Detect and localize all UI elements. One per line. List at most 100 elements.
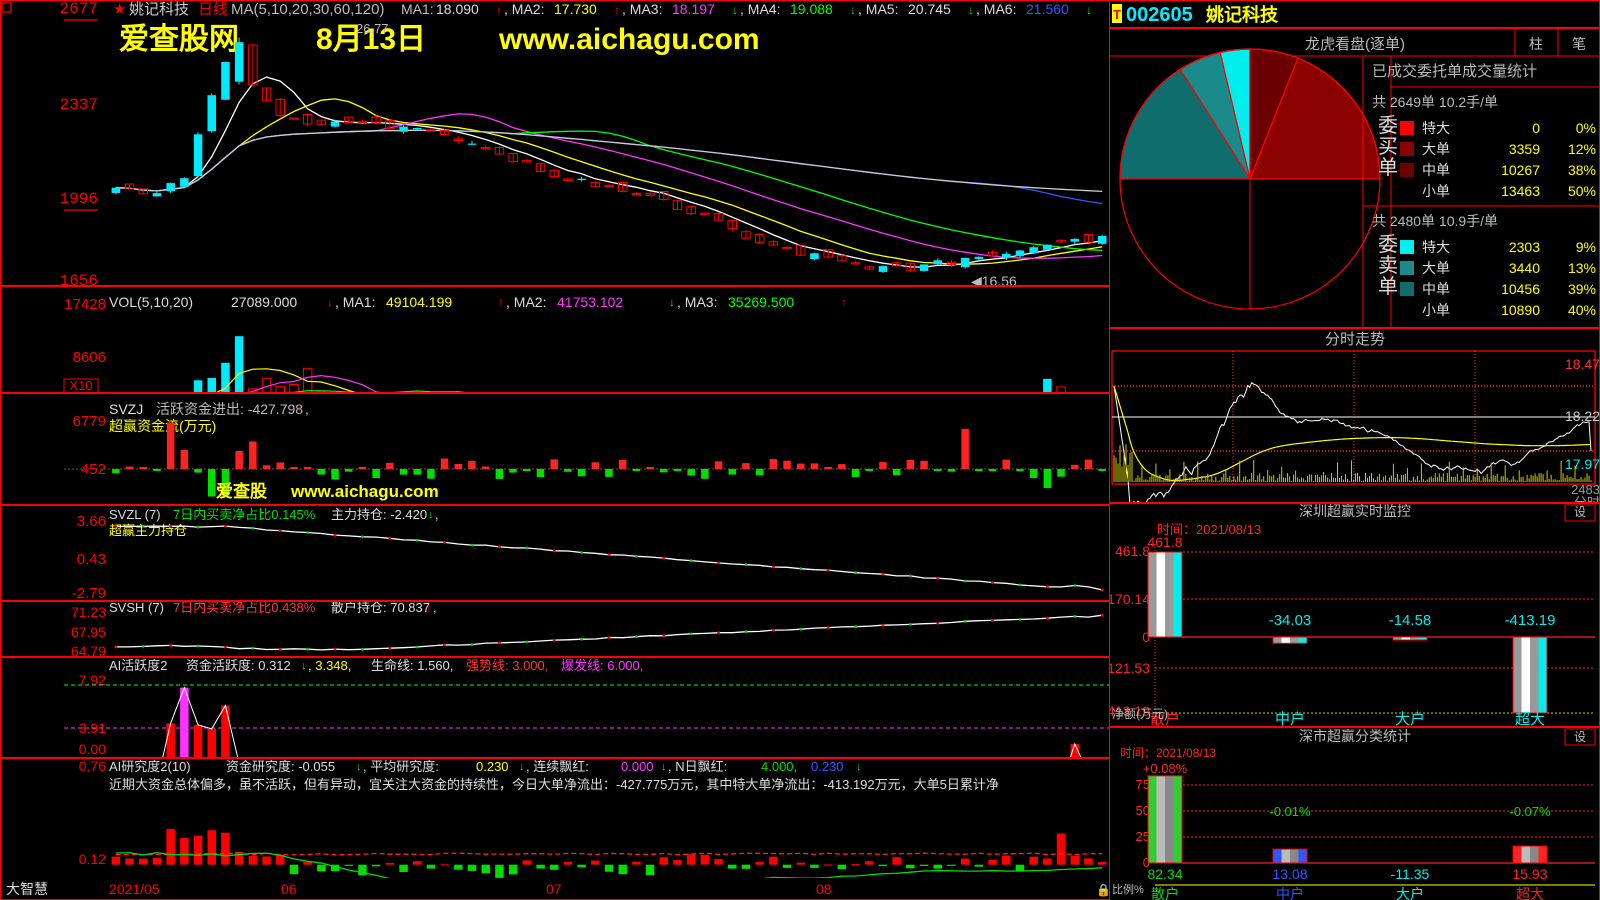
svg-text:委: 委	[1378, 233, 1398, 256]
svg-text:深圳超赢实时监控: 深圳超赢实时监控	[1299, 504, 1411, 519]
svg-text:卖: 卖	[1378, 254, 1398, 277]
svg-text:0.76: 0.76	[79, 759, 106, 774]
svg-text:67.95: 67.95	[71, 624, 106, 640]
svg-text:7日内买卖净占比0.145%: 7日内买卖净占比0.145%	[173, 507, 316, 522]
svg-text:-413.19: -413.19	[1505, 612, 1556, 629]
svg-text:12%: 12%	[1568, 141, 1596, 157]
svg-text:-0.01%: -0.01%	[1269, 804, 1311, 819]
svg-text:T: T	[1113, 7, 1121, 22]
svg-text:龙虎看盘(逐单): 龙虎看盘(逐单)	[1305, 35, 1405, 53]
svg-text:↓: ↓	[428, 509, 434, 521]
svg-text:↑: ↑	[496, 3, 502, 17]
svg-text:20.745: 20.745	[908, 1, 951, 17]
svg-text:↑: ↑	[426, 602, 432, 614]
svg-text:资金活跃度: 0.312: 资金活跃度: 0.312	[186, 658, 291, 673]
svg-text:强势线: 3.000,: 强势线: 3.000,	[466, 658, 548, 673]
svg-text:AI活跃度2: AI活跃度2	[109, 658, 168, 673]
svg-text:-121.53: -121.53	[1110, 660, 1150, 676]
svg-text:,: ,	[305, 401, 309, 417]
svg-text:大单: 大单	[1422, 141, 1450, 157]
svg-text:452: 452	[81, 461, 106, 478]
svg-text:超赢资金流(万元): 超赢资金流(万元)	[109, 418, 216, 434]
svg-text:0.43: 0.43	[77, 551, 106, 568]
svg-text:461.8: 461.8	[1115, 543, 1150, 559]
svg-text:4.000,: 4.000,	[761, 759, 797, 774]
svg-text:50%: 50%	[1568, 183, 1596, 199]
svg-text:-0.07%: -0.07%	[1509, 804, 1551, 819]
svg-text:18.22: 18.22	[1565, 408, 1600, 424]
svg-text:大单: 大单	[1422, 260, 1450, 276]
svg-text:71.23: 71.23	[71, 604, 106, 620]
svg-text:超赢主力持仓: 超赢主力持仓	[109, 523, 187, 538]
svg-text:26.77: 26.77	[356, 21, 389, 36]
svg-text:🔒: 🔒	[1096, 883, 1110, 897]
svg-text:06: 06	[281, 881, 297, 897]
svg-text:↑: ↑	[297, 402, 303, 416]
svg-text:18.090: 18.090	[436, 1, 479, 17]
svg-text:18.47: 18.47	[1565, 356, 1600, 372]
svg-text:0.00: 0.00	[79, 741, 106, 757]
svg-text:13%: 13%	[1568, 260, 1596, 276]
svg-text:, 3.348,: , 3.348,	[308, 658, 351, 673]
svg-text:爱查股: 爱查股	[216, 481, 267, 501]
svg-text:64.79: 64.79	[71, 643, 106, 657]
svg-text:MA(5,10,20,30,60,120): MA(5,10,20,30,60,120)	[231, 1, 384, 18]
svg-text:特大: 特大	[1422, 120, 1450, 136]
svg-text:18.197: 18.197	[672, 1, 715, 17]
svg-text:生命线: 1.560,: 生命线: 1.560,	[371, 658, 453, 673]
svg-text:↓: ↓	[856, 761, 862, 773]
svg-text:, MA3:: , MA3:	[677, 294, 717, 310]
svg-text:19.088: 19.088	[790, 1, 833, 17]
svg-text:近期大资金总体偏多，虽不活跃，但有异动，宜关注大资金的持续性: 近期大资金总体偏多，虽不活跃，但有异动，宜关注大资金的持续性，今日大单净流出：-…	[109, 777, 999, 792]
svg-text:↑: ↑	[614, 3, 620, 17]
svg-text:姚记科技: 姚记科技	[1205, 4, 1279, 25]
svg-text:www.aichagu.com: www.aichagu.com	[498, 23, 760, 56]
svg-text:散户: 散户	[1151, 886, 1179, 900]
svg-text:www.aichagu.com: www.aichagu.com	[290, 482, 439, 501]
svg-text:8606: 8606	[73, 349, 106, 366]
svg-text:, MA6:: , MA6:	[976, 1, 1016, 17]
svg-text:柱: 柱	[1529, 36, 1543, 52]
svg-text:SVSH (7): SVSH (7)	[109, 602, 164, 615]
svg-text:2303: 2303	[1509, 239, 1540, 255]
svg-text:08: 08	[816, 881, 832, 897]
svg-text:7日内买卖净占比0.438%: 7日内买卖净占比0.438%	[173, 602, 316, 615]
svg-text:↑: ↑	[498, 295, 504, 309]
svg-text:170.14: 170.14	[1110, 591, 1150, 607]
svg-text:深市超赢分类统计: 深市超赢分类统计	[1299, 728, 1411, 744]
svg-text:, MA2:: , MA2:	[504, 1, 544, 17]
svg-text:1656: 1656	[60, 272, 98, 286]
svg-text:, MA1:: , MA1:	[335, 294, 375, 310]
svg-text:, MA3:: , MA3:	[622, 1, 662, 17]
svg-text:中户: 中户	[1275, 711, 1305, 727]
svg-text:17.97: 17.97	[1565, 456, 1600, 472]
svg-text:7.92: 7.92	[79, 672, 106, 688]
svg-text:★: ★	[113, 1, 126, 18]
svg-text:爱查股网: 爱查股网	[119, 23, 239, 56]
svg-text:↓: ↓	[661, 761, 667, 773]
svg-text:-14.58: -14.58	[1389, 612, 1432, 629]
svg-text:3440: 3440	[1509, 260, 1540, 276]
svg-text:散户持仓: 70.837: 散户持仓: 70.837	[331, 602, 430, 615]
svg-text:比例%: 比例%	[1112, 882, 1144, 896]
svg-text:↓: ↓	[1086, 3, 1092, 17]
svg-text:MA1:: MA1:	[401, 1, 434, 17]
svg-text:21.560: 21.560	[1026, 1, 1069, 17]
svg-text:17428: 17428	[64, 296, 106, 313]
svg-text:中单: 中单	[1422, 281, 1450, 297]
svg-text:笔: 笔	[1572, 36, 1586, 52]
svg-text:↓: ↓	[519, 761, 525, 773]
svg-text:, MA4:: , MA4:	[740, 1, 780, 17]
svg-text:, MA2:: , MA2:	[506, 294, 546, 310]
svg-text:SVZL (7): SVZL (7)	[109, 507, 161, 522]
svg-text:17.730: 17.730	[554, 1, 597, 17]
svg-text:1996: 1996	[60, 190, 98, 208]
svg-text:0.230: 0.230	[476, 759, 509, 774]
svg-text:净额(万元): 净额(万元)	[1112, 707, 1168, 721]
svg-text:07: 07	[546, 881, 562, 897]
svg-text:中单: 中单	[1422, 162, 1450, 178]
svg-text:+0.08%: +0.08%	[1143, 761, 1188, 776]
svg-text:分时走势: 分时走势	[1325, 331, 1385, 348]
svg-text:共 2649单 10.2手/单: 共 2649单 10.2手/单	[1372, 94, 1498, 110]
svg-text:2337: 2337	[60, 96, 98, 114]
